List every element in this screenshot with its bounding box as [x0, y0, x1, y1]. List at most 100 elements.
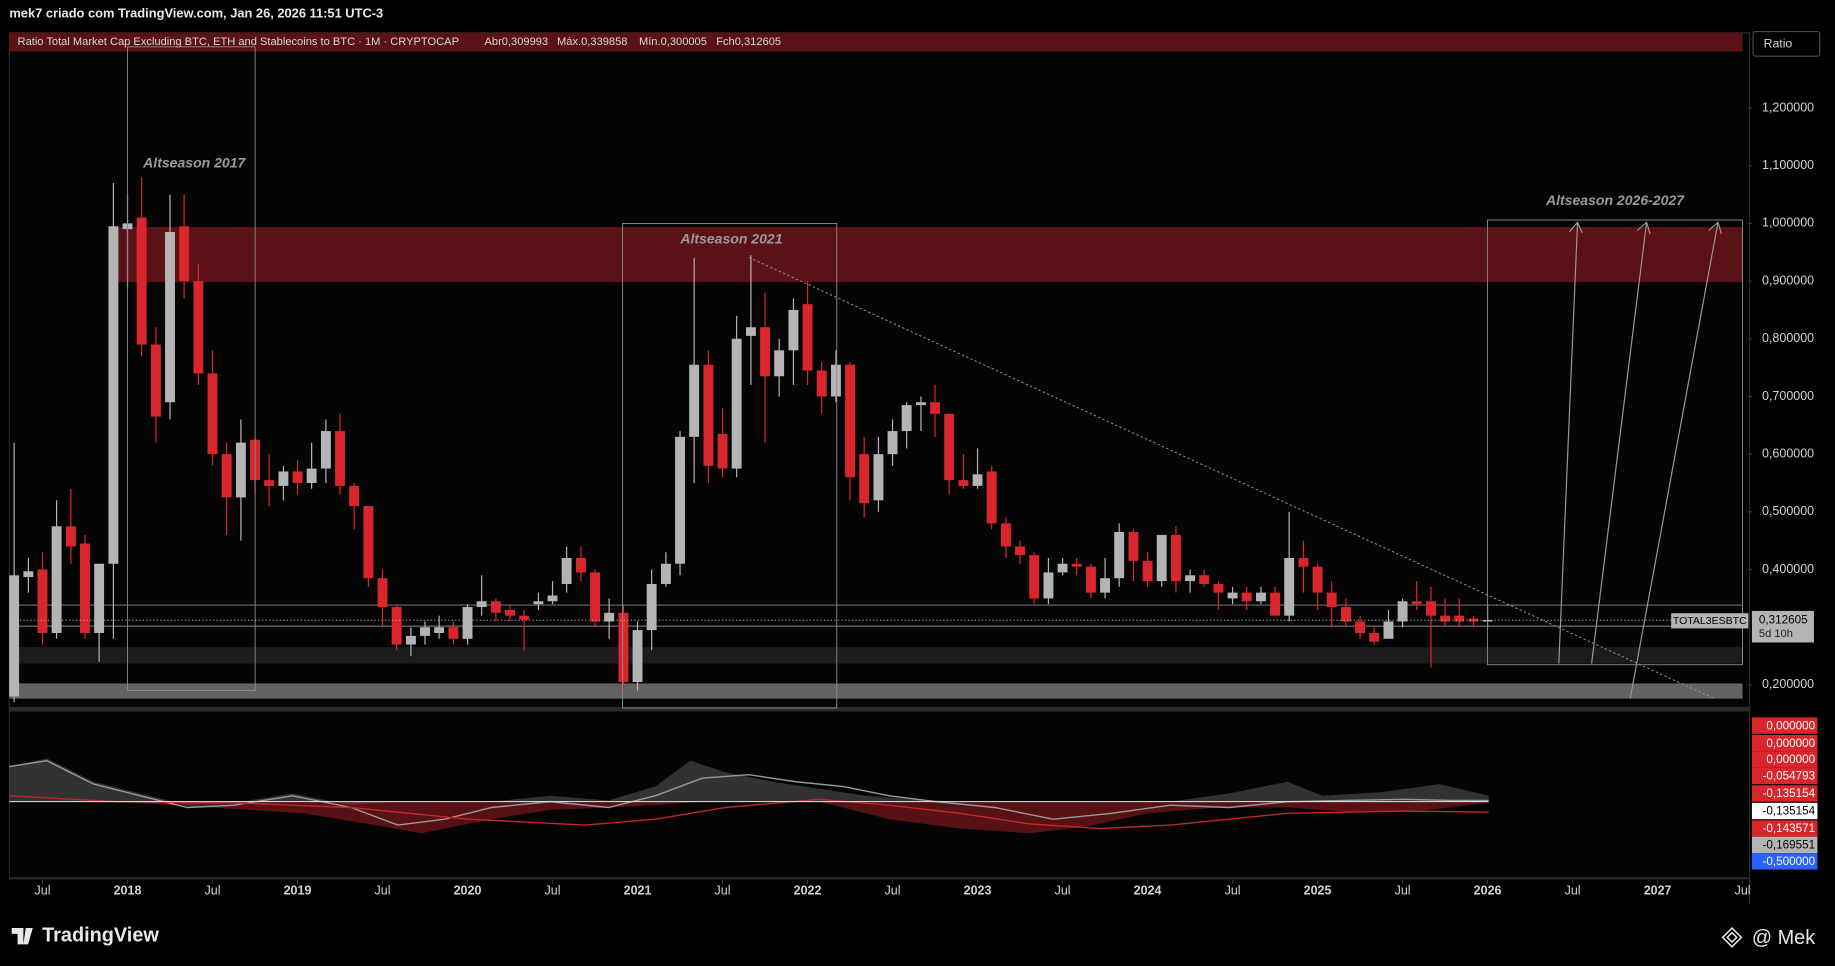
overlay-layer: mek7 criado com TradingView.com, Jan 26,…	[0, 5, 1835, 966]
oscillator-area	[9, 801, 1489, 834]
candle-body	[349, 485, 360, 507]
candle-body	[264, 480, 275, 486]
candle-body	[703, 364, 714, 466]
candle-body	[80, 543, 90, 633]
candle-body	[235, 442, 246, 498]
candle-body	[604, 612, 615, 622]
candle-body	[660, 563, 671, 584]
legend-bar	[9, 32, 1743, 52]
oscillator-signal	[9, 795, 1489, 830]
y-tick-label: 0,400000	[1762, 562, 1814, 576]
candle-body	[306, 468, 317, 483]
candle-body	[788, 309, 799, 351]
indicator-label-box	[1751, 836, 1818, 854]
candle-body	[533, 601, 544, 605]
y-tick-label: 0,200000	[1762, 677, 1814, 691]
logo: TradingView	[42, 924, 159, 946]
candle-body	[1114, 532, 1125, 579]
trend-line	[748, 257, 1715, 700]
candle-body	[519, 615, 530, 620]
x-tick-label: 2027	[1644, 883, 1672, 897]
candle-body	[1185, 575, 1196, 582]
candle-body	[1369, 633, 1380, 642]
x-tick-label: Jul	[1395, 883, 1411, 897]
logo-icon	[11, 928, 33, 945]
countdown-label: 5d 10h	[1759, 628, 1793, 640]
candle-body	[1426, 601, 1436, 616]
indicator-label-box	[1751, 767, 1818, 785]
y-tick-label: 1,100000	[1762, 158, 1814, 172]
candle-body	[1256, 592, 1266, 602]
indicator-label-box	[1751, 751, 1818, 768]
footer	[0, 910, 1835, 966]
indicator-label-box	[1751, 820, 1818, 837]
candle-body	[547, 595, 558, 602]
candle-body	[221, 454, 232, 498]
indicator-labels: 0,000000 0,000000 0,000000 -0,054793 -0,1351…	[1751, 717, 1818, 870]
candle-body	[65, 526, 76, 547]
candle-body	[802, 304, 813, 371]
author: @ Mek	[1752, 927, 1815, 949]
candle-body	[1241, 592, 1252, 602]
x-tick-label: Jul	[35, 883, 51, 897]
indicator-label: -0,054793	[1762, 770, 1815, 783]
y-axis-label: Ratio	[1764, 37, 1793, 51]
candle-body	[745, 327, 756, 336]
candle-body	[1454, 615, 1465, 622]
indicator-label-box	[1751, 785, 1818, 802]
candle-body	[1170, 534, 1181, 582]
candle-body	[958, 480, 969, 486]
annotation: Altseason 2026-2027	[1545, 192, 1685, 208]
y-tick-label: 1,000000	[1762, 216, 1814, 230]
y-tick-label: 0,900000	[1762, 273, 1814, 287]
indicator-label: -0,135154	[1762, 805, 1815, 818]
candle-body	[1142, 560, 1153, 582]
projection-arrows	[1558, 221, 1723, 699]
candle-body	[363, 506, 374, 579]
candle-body	[1227, 592, 1238, 599]
x-tick-label: 2021	[624, 883, 652, 897]
candle-body	[1015, 546, 1026, 556]
oscillator-area	[9, 758, 1489, 806]
candle-body	[675, 436, 685, 564]
chart-title: Ratio Total Market Cap Excluding BTC, ET…	[18, 36, 459, 48]
candle-body	[1156, 534, 1167, 582]
candle-body	[1326, 592, 1337, 608]
candle-body	[632, 630, 643, 683]
candle-body	[1057, 563, 1068, 573]
candle-body	[377, 578, 388, 608]
ohlc-label: Abr0,309993	[484, 36, 548, 48]
candle-body	[873, 454, 884, 501]
author-icon	[1721, 926, 1743, 948]
candle-body	[618, 612, 629, 683]
candle-body	[972, 474, 983, 486]
oscillator	[9, 758, 1489, 834]
candle-body	[689, 364, 700, 437]
x-tick-label: 2025	[1304, 883, 1332, 897]
candle-body	[165, 232, 175, 403]
support-band	[9, 647, 1743, 664]
x-tick-label: Jul	[715, 883, 731, 897]
candle-body	[1270, 592, 1281, 616]
candle-body	[1213, 583, 1224, 593]
symbol-label-box	[1671, 613, 1749, 629]
candle-body	[434, 627, 445, 633]
ohlc-label: Mín.0,300005	[639, 36, 707, 48]
x-tick-label: 2022	[794, 883, 822, 897]
candle-body	[1071, 563, 1082, 567]
x-tick-label: Jul	[1055, 883, 1071, 897]
candle-body	[1100, 578, 1111, 593]
candle-body	[1284, 558, 1295, 616]
x-tick-label: 2026	[1474, 883, 1502, 897]
candle-body	[816, 370, 827, 397]
candle-body	[292, 471, 303, 483]
scale-button[interactable]	[1752, 31, 1821, 57]
candle-body	[930, 402, 941, 414]
candle-body	[490, 601, 501, 613]
indicator-label: -0,169551	[1762, 839, 1815, 852]
candle-body	[1128, 532, 1139, 561]
indicator-label: -0,135154	[1762, 787, 1815, 800]
candle-body	[320, 431, 331, 469]
candle-body	[915, 402, 926, 406]
